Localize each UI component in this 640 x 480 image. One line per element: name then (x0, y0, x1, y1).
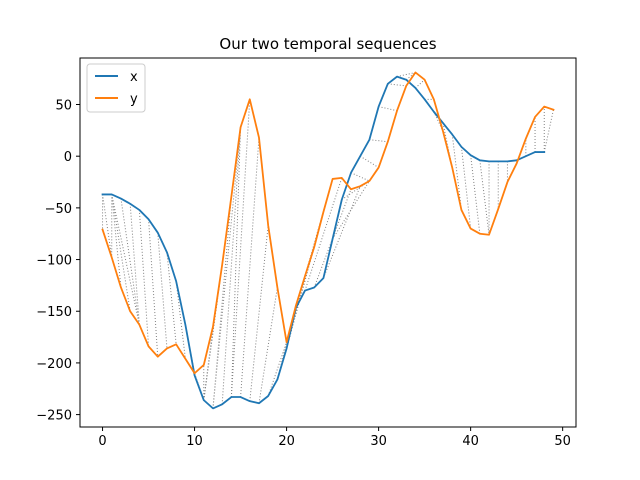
alignment-line (332, 180, 370, 240)
alignment-line (359, 155, 379, 168)
y-axis: −250 −200 −150 −100 −50 0 50 (36, 99, 80, 424)
alignment-line (148, 219, 159, 357)
alignment-line (451, 134, 462, 211)
alignment-line (267, 342, 288, 397)
alignment-line (396, 71, 416, 78)
alignment-line (212, 196, 232, 409)
legend-label-x: x (130, 70, 138, 85)
y-tick-label: −250 (36, 409, 72, 424)
alignment-line (313, 189, 352, 288)
legend-label-y: y (130, 92, 138, 107)
alignment-line (240, 137, 260, 398)
alignment-line (120, 198, 140, 325)
alignment-line (175, 281, 186, 359)
alignment-line (350, 172, 370, 182)
alignment-line (129, 203, 140, 325)
y-tick-label: 0 (64, 150, 72, 165)
series-line-y (101, 71, 555, 375)
alignment-line (470, 155, 481, 234)
x-axis: 0 10 20 30 40 50 (98, 427, 571, 449)
alignment-line (378, 106, 398, 112)
alignment-line (479, 160, 490, 235)
alignment-line (111, 194, 140, 325)
x-tick-label: 20 (278, 434, 295, 449)
y-tick-label: −50 (45, 202, 72, 217)
alignment-line (249, 225, 269, 402)
series-line-x (101, 75, 546, 410)
alignment-line (157, 232, 168, 349)
x-tick-label: 0 (98, 434, 106, 449)
y-tick-label: −200 (36, 357, 72, 372)
x-tick-label: 50 (554, 434, 571, 449)
series-lines (101, 71, 555, 410)
plot-frame (79, 57, 577, 428)
alignment-line (212, 127, 242, 409)
legend: x y (86, 63, 146, 113)
chart-title: Our two temporal sequences (219, 35, 436, 53)
y-tick-label: −100 (36, 254, 72, 269)
alignment-line (111, 194, 122, 288)
x-tick-label: 10 (186, 434, 203, 449)
alignment-line (369, 139, 388, 143)
alignment-line (415, 79, 425, 89)
alignment-line (387, 83, 407, 87)
x-tick-label: 30 (370, 434, 387, 449)
x-tick-label: 40 (462, 434, 479, 449)
alignment-line (221, 127, 242, 405)
y-tick-label: 50 (55, 99, 72, 114)
alignment-line (166, 252, 177, 345)
alignment-line (543, 109, 554, 153)
y-tick-label: −150 (36, 305, 72, 320)
